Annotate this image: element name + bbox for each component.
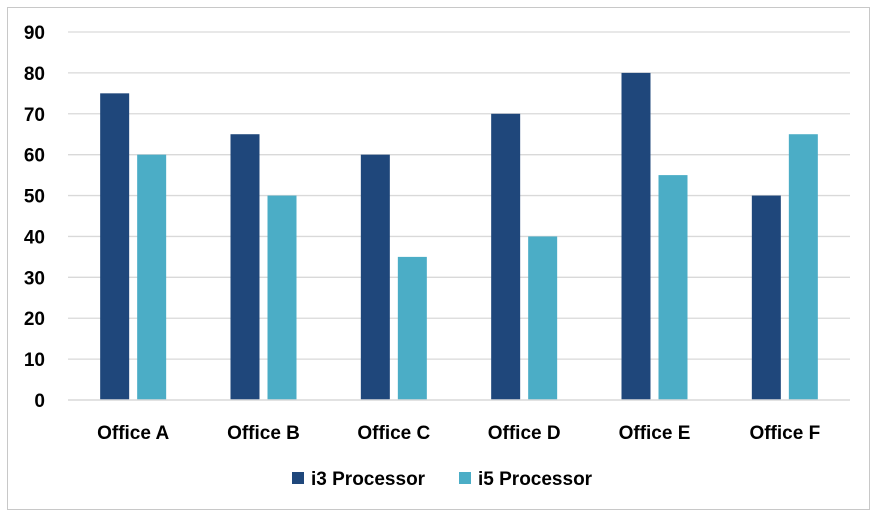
x-tick-label: Office A bbox=[97, 423, 169, 444]
y-tick-label: 90 bbox=[24, 23, 45, 44]
legend-swatch bbox=[292, 472, 304, 484]
x-tick-label: Office D bbox=[488, 423, 561, 444]
y-tick-label: 10 bbox=[24, 350, 45, 371]
x-axis-tick-labels: Office A Office B Office C Office D Office E… bbox=[97, 423, 820, 444]
bar-i5-office-e bbox=[658, 175, 688, 400]
y-tick-label: 40 bbox=[24, 227, 45, 248]
legend-label: i3 Processor bbox=[311, 469, 426, 490]
bar-i3-office-b bbox=[230, 134, 260, 400]
y-tick-label: 20 bbox=[24, 309, 45, 330]
bar-i3-office-f bbox=[751, 195, 781, 400]
bar-i5-office-b bbox=[267, 195, 297, 400]
y-tick-label: 80 bbox=[24, 64, 45, 85]
x-tick-label: Office F bbox=[749, 423, 820, 444]
y-tick-label: 70 bbox=[24, 105, 45, 126]
bar-i5-office-f bbox=[788, 134, 818, 400]
legend: i3 Processor i5 Processor bbox=[292, 469, 593, 490]
bars bbox=[100, 72, 818, 401]
y-tick-label: 0 bbox=[34, 391, 45, 412]
bar-i3-office-c bbox=[360, 154, 390, 400]
bar-i3-office-a bbox=[100, 93, 130, 400]
y-tick-label: 60 bbox=[24, 146, 45, 167]
legend-swatch bbox=[459, 472, 471, 484]
bar-i5-office-a bbox=[137, 154, 167, 400]
bar-i5-office-c bbox=[397, 256, 427, 400]
gridlines bbox=[68, 31, 850, 360]
x-tick-label: Office E bbox=[619, 423, 691, 444]
y-tick-label: 50 bbox=[24, 187, 45, 208]
bar-i3-office-d bbox=[491, 113, 521, 401]
x-tick-label: Office B bbox=[227, 423, 300, 444]
bar-i5-office-d bbox=[528, 236, 558, 400]
legend-label: i5 Processor bbox=[478, 469, 593, 490]
y-axis-tick-labels: 0 10 20 30 40 50 60 70 80 90 bbox=[24, 23, 45, 412]
bar-i3-office-e bbox=[621, 72, 651, 400]
x-tick-label: Office C bbox=[357, 423, 430, 444]
y-tick-label: 30 bbox=[24, 268, 45, 289]
